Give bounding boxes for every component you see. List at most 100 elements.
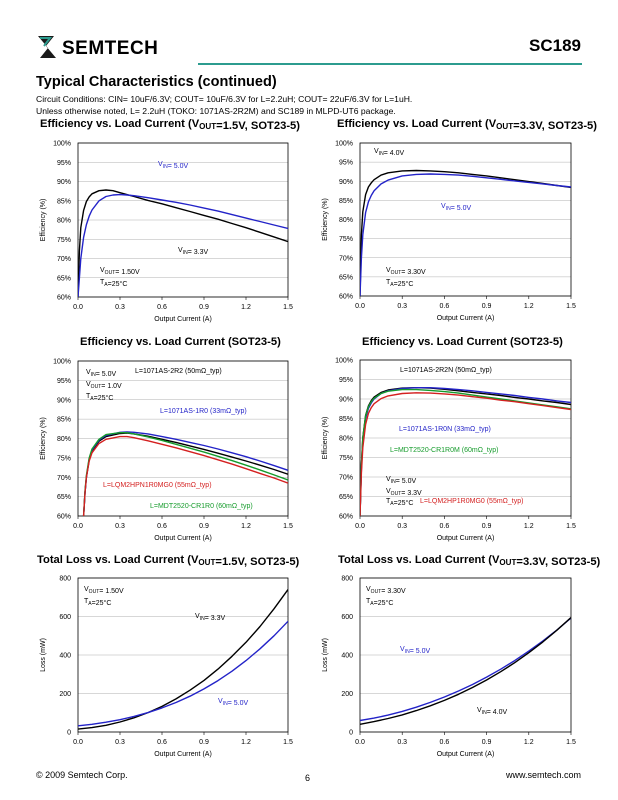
section-title: Typical Characteristics (continued): [36, 74, 277, 90]
annotation: L=LQM2HPN1R0MG0 (55mΩ_typ): [103, 482, 212, 489]
x-tick-label: 0.3: [115, 304, 125, 311]
y-axis-label: Efficiency (%): [322, 417, 329, 460]
chart-title: Total Loss vs. Load Current (VOUT=1.5V, …: [37, 551, 337, 572]
y-tick-label: 80%: [57, 218, 71, 225]
annotation: L=1071AS-1R0N (33mΩ_typ): [399, 426, 491, 433]
y-tick-label: 0: [67, 730, 71, 737]
copyright: © 2009 Semtech Corp.: [36, 770, 128, 780]
y-axis-label: Loss (mW): [322, 638, 329, 672]
y-tick-label: 80%: [339, 436, 353, 443]
x-axis-label: Output Current (A): [154, 535, 212, 542]
x-tick-label: 0.9: [482, 523, 492, 530]
x-axis-label: Output Current (A): [154, 751, 212, 758]
y-tick-label: 60%: [57, 295, 71, 302]
x-tick-label: 1.5: [283, 739, 293, 746]
annotation: L=1071AS-1R0 (33mΩ_typ): [160, 408, 247, 415]
annotation: VOUT= 3.3V: [386, 488, 422, 497]
plot-frame: [77, 142, 289, 298]
annotation: L=1071AS-2R2 (50mΩ_typ): [135, 368, 222, 375]
chart-title: Efficiency vs. Load Current (VOUT=1.5V, …: [40, 115, 340, 136]
y-tick-label: 800: [341, 576, 353, 583]
x-tick-label: 0.3: [397, 303, 407, 310]
x-tick-label: 0.9: [482, 303, 492, 310]
chart-title: Total Loss vs. Load Current (VOUT=3.3V, …: [338, 551, 618, 572]
y-tick-label: 800: [59, 576, 71, 583]
part-number: SC189: [529, 36, 581, 55]
annotation: VIN= 3.3V: [195, 613, 225, 622]
y-tick-label: 75%: [57, 237, 71, 244]
y-tick-label: 400: [341, 653, 353, 660]
annotation: TA=25°C: [386, 498, 413, 507]
y-tick-label: 95%: [339, 377, 353, 384]
x-tick-label: 0.6: [440, 523, 450, 530]
annotation: L=1071AS-2R2N (50mΩ_typ): [400, 367, 492, 374]
chart-title: Efficiency vs. Load Current (SOT23-5): [80, 333, 380, 354]
annotation: VIN= 4.0V: [477, 707, 507, 716]
x-tick-label: 1.5: [566, 739, 576, 746]
x-tick-label: 0.9: [199, 523, 209, 530]
x-tick-label: 1.2: [241, 739, 251, 746]
y-tick-label: 60%: [339, 294, 353, 301]
y-tick-label: 60%: [339, 514, 353, 521]
x-tick-label: 0.0: [355, 739, 365, 746]
x-axis-label: Output Current (A): [437, 751, 495, 758]
plot-frame: [359, 359, 572, 517]
y-tick-label: 90%: [57, 397, 71, 404]
svg-text:Total Loss vs. Load Current (V: Total Loss vs. Load Current (VOUT=1.5V, …: [37, 554, 300, 568]
annotation: TA=25°C: [386, 279, 413, 288]
x-axis-label: Output Current (A): [437, 315, 495, 322]
annotation: VIN= 5.0V: [218, 698, 248, 707]
x-tick-label: 0.0: [355, 523, 365, 530]
website-link[interactable]: www.semtech.com: [505, 770, 581, 780]
y-tick-label: 200: [59, 691, 71, 698]
x-tick-label: 1.2: [524, 303, 534, 310]
x-axis-label: Output Current (A): [437, 535, 495, 542]
annotation: VIN= 4.0V: [374, 148, 404, 157]
x-tick-label: 0.0: [73, 304, 83, 311]
x-tick-label: 0.9: [482, 739, 492, 746]
y-axis-label: Efficiency (%): [322, 198, 329, 241]
company-name: SEMTECH: [62, 38, 159, 59]
annotation: TA=25°C: [366, 598, 393, 607]
y-axis-label: Efficiency (%): [40, 199, 47, 242]
x-tick-label: 0.3: [397, 739, 407, 746]
series-line-l-lqm2hpn1r0mg0-55m-typ: [82, 435, 288, 516]
x-tick-label: 0.9: [199, 304, 209, 311]
series-line-vin-5-0v: [78, 620, 288, 727]
x-tick-label: 0.0: [355, 303, 365, 310]
x-tick-label: 0.3: [397, 523, 407, 530]
y-tick-label: 100%: [335, 358, 353, 365]
svg-text:Efficiency vs. Load Current (V: Efficiency vs. Load Current (VOUT=3.3V, …: [337, 118, 597, 132]
x-axis-label: Output Current (A): [154, 316, 212, 323]
y-tick-label: 75%: [339, 455, 353, 462]
x-tick-label: 1.2: [241, 304, 251, 311]
series-line-vin-5-0v: [78, 193, 288, 297]
annotation: VIN= 5.0V: [86, 369, 116, 378]
chart-title: Efficiency vs. Load Current (SOT23-5): [362, 333, 618, 354]
annotation: L=LQM2HP1R0MG0 (55mΩ_typ): [420, 498, 523, 505]
annotation: L=MDT2520-CR1R0M (60mΩ_typ): [390, 447, 499, 454]
default-conditions: Unless otherwise noted, L= 2.2uH (TOKO: …: [36, 106, 396, 116]
circuit-conditions: Circuit Conditions: CIN= 10uF/6.3V; COUT…: [36, 94, 413, 104]
series-line-vin-3-3v: [78, 589, 288, 730]
svg-text:Total Loss vs. Load Current (V: Total Loss vs. Load Current (VOUT=3.3V, …: [338, 554, 601, 568]
x-tick-label: 0.6: [440, 303, 450, 310]
y-tick-label: 70%: [57, 475, 71, 482]
y-tick-label: 90%: [339, 397, 353, 404]
y-tick-label: 100%: [53, 359, 71, 366]
y-tick-label: 85%: [339, 416, 353, 423]
annotation: VIN= 5.0V: [441, 203, 471, 212]
y-tick-label: 90%: [339, 179, 353, 186]
plot-frame: [77, 577, 289, 733]
annotation: TA=25°C: [100, 279, 127, 288]
y-tick-label: 65%: [339, 274, 353, 281]
annotation: VOUT= 1.0V: [86, 381, 122, 390]
x-tick-label: 0.6: [157, 304, 167, 311]
series-line-vin-3-3v: [78, 189, 288, 297]
annotation: VOUT= 1.50V: [84, 586, 124, 595]
x-tick-label: 0.6: [157, 739, 167, 746]
y-tick-label: 75%: [339, 236, 353, 243]
